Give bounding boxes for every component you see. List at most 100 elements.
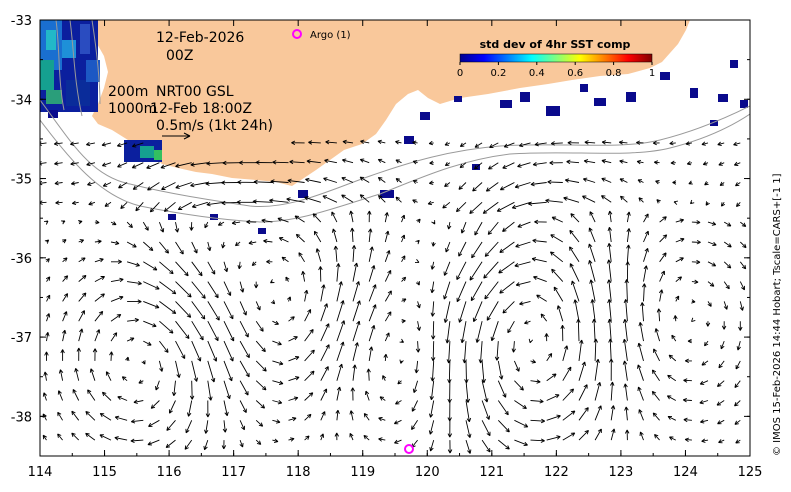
velocity-arrow (175, 281, 192, 298)
velocity-arrow (459, 162, 467, 169)
velocity-arrow (190, 182, 208, 188)
velocity-arrow (723, 261, 732, 269)
velocity-arrow (718, 439, 725, 444)
velocity-arrow (395, 178, 402, 183)
velocity-arrow (739, 301, 744, 311)
velocity-arrow (141, 360, 146, 365)
velocity-arrow (45, 258, 50, 263)
velocity-arrow (298, 252, 305, 263)
argo-legend-label: Argo (1) (310, 30, 351, 41)
velocity-arrow (736, 340, 741, 351)
velocity-arrow (87, 181, 96, 186)
velocity-arrow (88, 201, 96, 206)
velocity-arrow (594, 405, 602, 421)
velocity-arrow (349, 410, 354, 421)
velocity-arrow (569, 229, 580, 243)
velocity-arrow (530, 399, 544, 404)
velocity-arrow (624, 406, 629, 421)
velocity-arrow (489, 142, 499, 148)
velocity-arrow (401, 276, 407, 282)
velocity-arrow (368, 284, 377, 302)
velocity-arrow (185, 420, 193, 434)
velocity-arrow (720, 340, 725, 350)
velocity-arrow (395, 400, 402, 405)
velocity-arrow (636, 159, 644, 165)
velocity-arrow (78, 257, 86, 263)
velocity-arrow (207, 301, 220, 321)
velocity-arrow (707, 241, 717, 247)
velocity-arrow (416, 218, 421, 224)
velocity-arrow (458, 241, 467, 257)
velocity-arrow (104, 201, 112, 207)
velocity-arrow (44, 220, 49, 225)
velocity-arrow (465, 400, 472, 423)
velocity-arrow (277, 217, 289, 223)
velocity-arrow (738, 321, 743, 331)
velocity-arrow (288, 416, 297, 422)
velocity-arrow (733, 161, 741, 166)
velocity-arrow (238, 160, 257, 165)
velocity-arrow (430, 281, 435, 294)
velocity-arrow (131, 142, 144, 148)
velocity-arrow (191, 340, 202, 362)
velocity-arrow (313, 230, 322, 243)
velocity-arrow (239, 400, 247, 413)
argo-float-marker[interactable] (404, 444, 414, 454)
velocity-time-label: 12-Feb 18:00Z (150, 101, 252, 117)
velocity-arrow (269, 198, 289, 203)
colorbar-tick-label: 0 (457, 68, 463, 79)
velocity-arrow (723, 241, 732, 248)
velocity-arrow (412, 199, 418, 204)
velocity-arrow (239, 360, 250, 378)
velocity-arrow (651, 369, 660, 381)
velocity-arrow (359, 194, 370, 203)
velocity-arrow (536, 294, 547, 302)
velocity-arrow (499, 241, 515, 253)
velocity-arrow (384, 332, 390, 342)
velocity-arrow (638, 197, 644, 203)
velocity-arrow (578, 407, 589, 421)
velocity-arrow (272, 380, 284, 385)
velocity-arrow (131, 162, 144, 169)
velocity-arrow (507, 320, 515, 334)
velocity-arrow (497, 380, 507, 398)
velocity-arrow (502, 301, 515, 314)
velocity-arrow (428, 140, 434, 146)
velocity-arrow (519, 300, 531, 306)
velocity-arrow (416, 321, 421, 331)
velocity-arrow (143, 320, 157, 328)
velocity-arrow (484, 281, 499, 300)
velocity-arrow (556, 305, 564, 322)
velocity-arrow (691, 220, 701, 225)
velocity-arrow (175, 241, 184, 255)
velocity-arrow (412, 140, 418, 145)
velocity-arrow (447, 440, 453, 454)
velocity-arrow (102, 182, 112, 187)
velocity-arrow (71, 410, 80, 421)
velocity-arrow (588, 243, 596, 262)
velocity-arrow (622, 318, 628, 342)
velocity-arrow (239, 320, 249, 338)
velocity-arrow (415, 341, 421, 353)
velocity-arrow (288, 336, 298, 342)
velocity-arrow (637, 364, 644, 381)
velocity-arrow (378, 416, 386, 422)
velocity-arrow (638, 409, 644, 421)
velocity-arrow (578, 429, 589, 441)
velocity-arrow (207, 320, 219, 342)
velocity-arrow (117, 395, 128, 401)
velocity-arrow (255, 301, 261, 311)
velocity-arrow (573, 299, 580, 322)
velocity-arrow (675, 276, 683, 282)
velocity-arrow (312, 213, 322, 223)
colorbar-tick-label: 0.2 (490, 68, 506, 79)
velocity-arrow (428, 400, 435, 418)
velocity-arrow (444, 161, 451, 167)
velocity-arrow (114, 436, 128, 441)
velocity-arrow (78, 239, 85, 244)
velocity-arrow (289, 159, 305, 165)
velocity-arrow (462, 341, 467, 364)
velocity-arrow (384, 311, 392, 322)
velocity-arrow (319, 433, 325, 441)
velocity-arrow (659, 270, 666, 282)
